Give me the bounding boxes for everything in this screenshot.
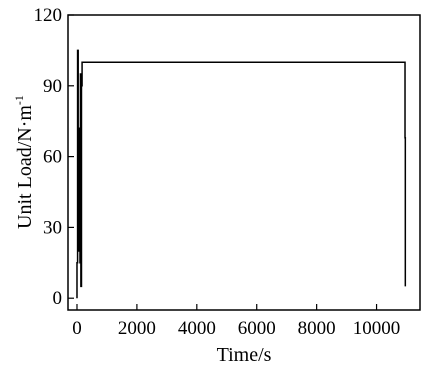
y-tick-label: 60 — [43, 147, 62, 168]
x-axis-ticks: 0 2000 4000 6000 8000 10000 — [72, 304, 400, 339]
unit-load-series-line — [76, 49, 407, 299]
y-axis-label-superscript: -1 — [12, 95, 26, 105]
x-tick-label: 8000 — [298, 318, 336, 339]
y-tick-label: 120 — [34, 5, 63, 26]
plot-frame — [67, 14, 421, 311]
y-tick-label: 0 — [53, 288, 63, 309]
x-tick-label: 0 — [72, 318, 82, 339]
x-tick-label: 2000 — [118, 318, 156, 339]
x-tick-label: 6000 — [238, 318, 276, 339]
y-tick-label: 30 — [43, 217, 62, 238]
y-axis-label-main: Unit Load/N·m — [14, 105, 36, 229]
series-lines — [76, 49, 407, 299]
x-tick-label: 4000 — [178, 318, 216, 339]
y-tick-label: 90 — [43, 76, 62, 97]
x-axis-label: Time/s — [217, 344, 272, 366]
y-axis-ticks: 0 30 60 90 120 — [34, 5, 74, 309]
x-tick-label: 10000 — [353, 318, 401, 339]
y-axis-label: Unit Load/N·m-1 — [12, 95, 36, 229]
